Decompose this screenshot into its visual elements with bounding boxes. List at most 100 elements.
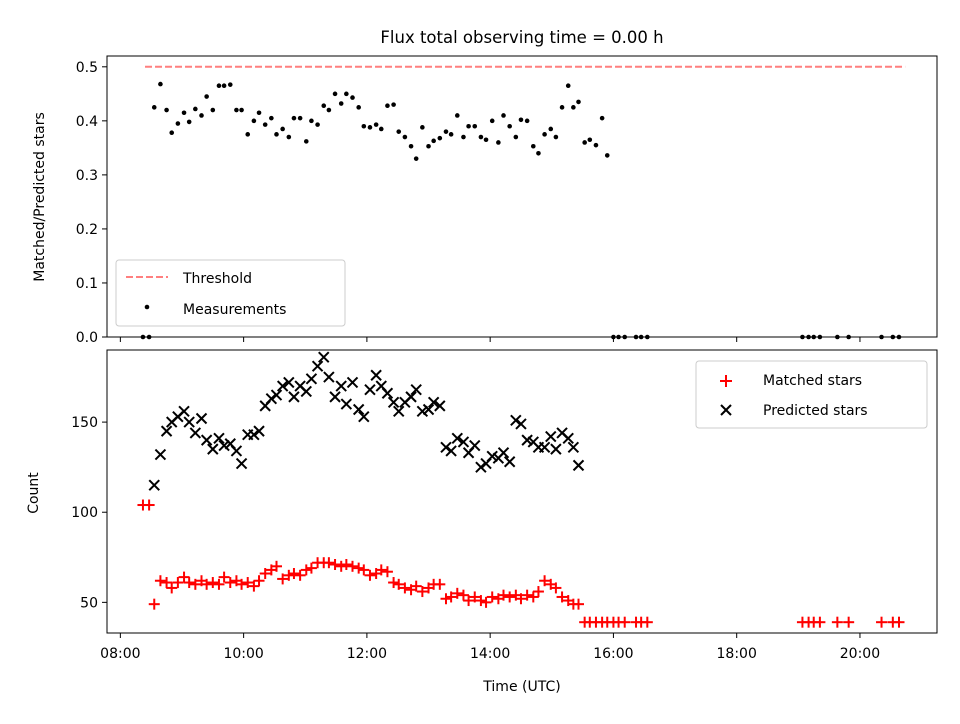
predicted-marker-stroke <box>427 396 440 408</box>
measurement-point <box>454 113 460 118</box>
predicted-star-marker <box>183 416 195 428</box>
predicted-star-marker <box>346 376 359 389</box>
matched-star-marker <box>148 598 160 610</box>
predicted-star-marker <box>562 432 574 445</box>
matched-star-marker <box>166 582 178 594</box>
measurement-point <box>553 134 559 140</box>
matched-star-marker <box>521 589 533 601</box>
predicted-marker-stroke <box>364 383 376 396</box>
matched-star-marker <box>358 564 370 576</box>
predicted-marker-stroke <box>422 403 435 416</box>
measurement-point <box>461 134 466 140</box>
measurement-point <box>542 132 547 137</box>
measurement-point <box>373 122 379 127</box>
predicted-marker-stroke <box>527 436 540 448</box>
matched-star-marker <box>445 591 457 603</box>
predicted-star-marker <box>235 457 248 470</box>
measurement-point <box>489 118 495 124</box>
matched-star-marker <box>224 577 236 589</box>
top-y-ticks: 0.0 0.1 0.2 0.3 0.4 0.5 <box>76 60 107 346</box>
matched-star-marker <box>340 559 352 571</box>
predicted-marker-stroke <box>323 371 335 383</box>
measurement-point <box>216 83 222 89</box>
matched-star-marker <box>486 591 498 603</box>
measurements-legend-label: Measurements <box>183 302 286 318</box>
matched-star-marker <box>364 569 376 581</box>
predicted-marker-stroke <box>550 443 562 455</box>
predicted-marker-stroke <box>213 432 225 445</box>
matched-star-marker <box>207 577 219 589</box>
measurement-point <box>251 118 257 124</box>
measurements-legend-swatch <box>144 304 150 310</box>
matched-star-marker <box>248 580 260 592</box>
matched-star-marker <box>335 560 347 572</box>
predicted-marker-stroke <box>294 380 306 392</box>
predicted-star-marker <box>427 396 440 408</box>
top-plot-area <box>140 65 906 340</box>
top-y-axis-label: Matched/Predicted stars <box>32 112 48 282</box>
measurement-point <box>350 95 355 100</box>
measurement-point <box>361 123 367 129</box>
predicted-star-marker <box>323 371 335 383</box>
predicted-star-marker <box>148 479 160 491</box>
matched-star-marker <box>572 598 584 610</box>
predicted-star-marker <box>230 445 243 457</box>
predicted-marker-stroke <box>445 445 457 457</box>
matched-star-marker <box>270 560 282 572</box>
bottom-legend-box <box>695 360 928 429</box>
predicted-star-marker <box>445 445 457 457</box>
predicted-marker-stroke <box>311 360 324 372</box>
predicted-star-marker <box>195 412 208 425</box>
measurement-point <box>291 115 297 121</box>
predicted-marker-stroke <box>556 427 568 439</box>
measurement-point <box>391 102 396 107</box>
matched-star-marker <box>619 616 631 628</box>
predicted-marker-stroke <box>270 389 283 401</box>
measurement-point <box>513 134 519 140</box>
predicted-star-marker <box>178 405 190 417</box>
predicted-marker-stroke <box>545 430 557 443</box>
top-legend-box <box>115 259 346 327</box>
predicted-marker-stroke <box>207 443 219 455</box>
matched-star-marker <box>831 616 843 628</box>
measurement-point <box>448 132 454 137</box>
matched-star-marker <box>539 575 551 587</box>
measurement-point <box>507 123 512 129</box>
measurement-point <box>175 121 181 126</box>
matched-star-marker <box>154 575 166 587</box>
matched-star-marker <box>498 589 510 601</box>
predicted-marker-stroke <box>521 434 533 446</box>
measurement-point <box>245 132 251 137</box>
measurement-point <box>280 126 285 132</box>
matched-star-marker <box>876 616 888 628</box>
measurement-point <box>548 126 554 132</box>
predicted-star-marker <box>393 405 405 417</box>
measurement-point <box>420 125 425 130</box>
predicted-star-marker <box>434 400 446 412</box>
predicted-marker-stroke <box>469 439 481 452</box>
bottom-y-tick-label: 50 <box>80 595 98 611</box>
measurement-point <box>571 105 576 110</box>
matched-star-marker <box>347 560 359 572</box>
predicted-marker-stroke <box>265 392 278 405</box>
matched-star-marker <box>172 577 184 589</box>
matched-star-marker <box>893 616 905 628</box>
predicted-marker-stroke <box>189 427 202 439</box>
matched-star-marker <box>440 593 452 605</box>
matched-star-marker <box>843 616 855 628</box>
measurement-point <box>518 117 524 123</box>
predicted-marker-stroke <box>200 434 213 446</box>
measurement-point <box>599 115 605 121</box>
matched-star-marker <box>550 582 562 594</box>
measurement-point <box>565 83 571 89</box>
predicted-star-marker <box>405 391 417 403</box>
measurement-point <box>227 82 233 87</box>
bottom-plot-area <box>137 351 905 628</box>
predicted-legend-swatch <box>720 404 732 416</box>
predicted-marker-stroke <box>148 479 160 491</box>
matched-star-marker <box>399 582 411 594</box>
bottom-y-axis-label: Count <box>26 472 42 514</box>
threshold-legend-label: Threshold <box>182 271 252 287</box>
measurement-point <box>587 137 593 143</box>
